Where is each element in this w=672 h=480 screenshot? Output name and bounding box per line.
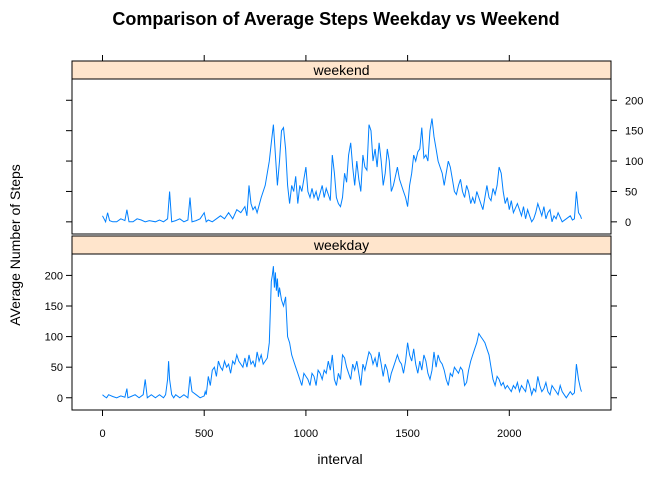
y-tick-label-weekend-100: 100 bbox=[625, 156, 643, 168]
y-tick-label-weekday-50: 50 bbox=[51, 362, 63, 374]
y-tick-label-weekday-150: 150 bbox=[45, 301, 63, 313]
y-axis-label: AVerage Number of Steps bbox=[7, 164, 23, 326]
strip-label-weekend: weekend bbox=[312, 62, 369, 78]
x-tick-label-1000: 1000 bbox=[294, 428, 318, 440]
y-tick-label-weekend-200: 200 bbox=[625, 95, 643, 107]
x-tick-label-2000: 2000 bbox=[497, 428, 521, 440]
y-tick-label-weekend-50: 50 bbox=[625, 186, 637, 198]
series-line-weekend bbox=[102, 118, 582, 224]
x-tick-label-1500: 1500 bbox=[395, 428, 419, 440]
y-tick-label-weekday-100: 100 bbox=[45, 332, 63, 344]
y-tick-label-weekday-0: 0 bbox=[57, 393, 63, 405]
y-tick-label-weekend-150: 150 bbox=[625, 126, 643, 138]
x-tick-label-0: 0 bbox=[99, 428, 105, 440]
y-tick-label-weekday-200: 200 bbox=[45, 270, 63, 282]
y-tick-label-weekend-0: 0 bbox=[625, 217, 631, 229]
x-axis-label: interval bbox=[317, 451, 362, 467]
panel-frame-weekday bbox=[71, 253, 612, 411]
panel-frame-weekend bbox=[71, 78, 612, 235]
x-tick-label-500: 500 bbox=[195, 428, 213, 440]
strip-label-weekday: weekday bbox=[313, 237, 369, 253]
chart-title: Comparison of Average Steps Weekday vs W… bbox=[112, 9, 559, 29]
series-line-weekday bbox=[102, 266, 582, 399]
